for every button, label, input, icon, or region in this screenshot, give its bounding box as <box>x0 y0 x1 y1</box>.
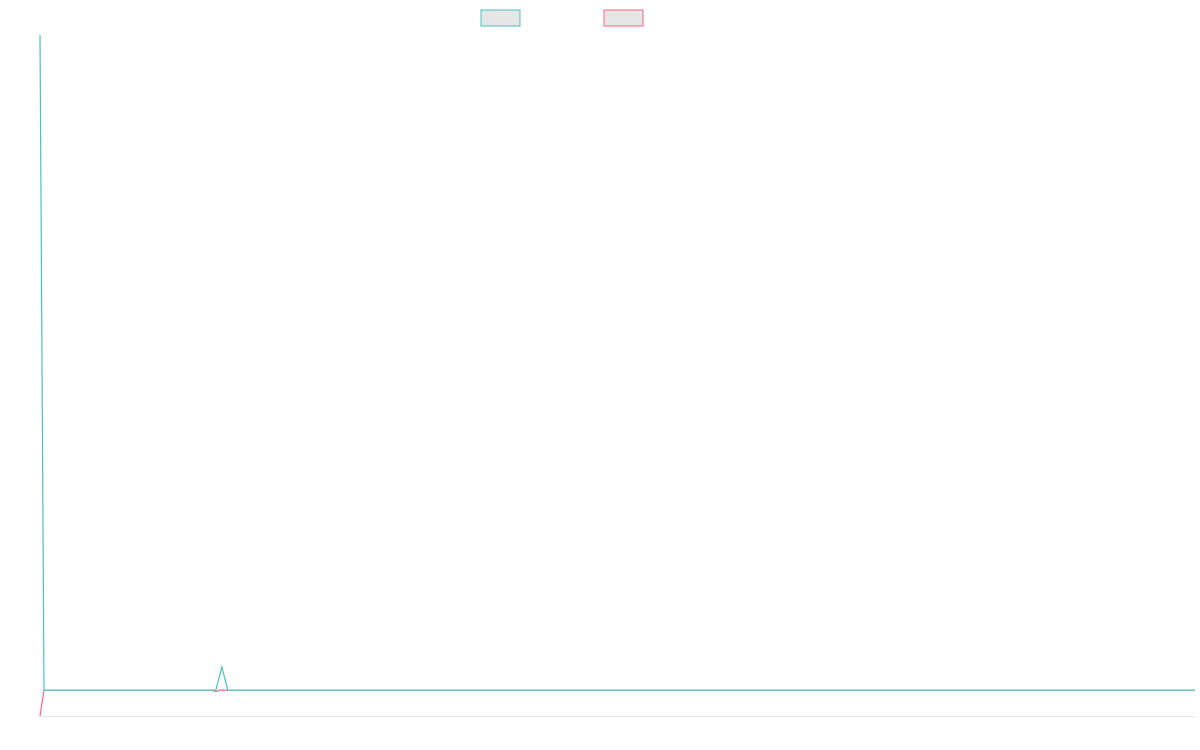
series-line <box>39 689 1195 717</box>
legend-swatch[interactable] <box>603 9 644 27</box>
series-line <box>39 34 1195 691</box>
legend-swatch[interactable] <box>480 9 521 27</box>
